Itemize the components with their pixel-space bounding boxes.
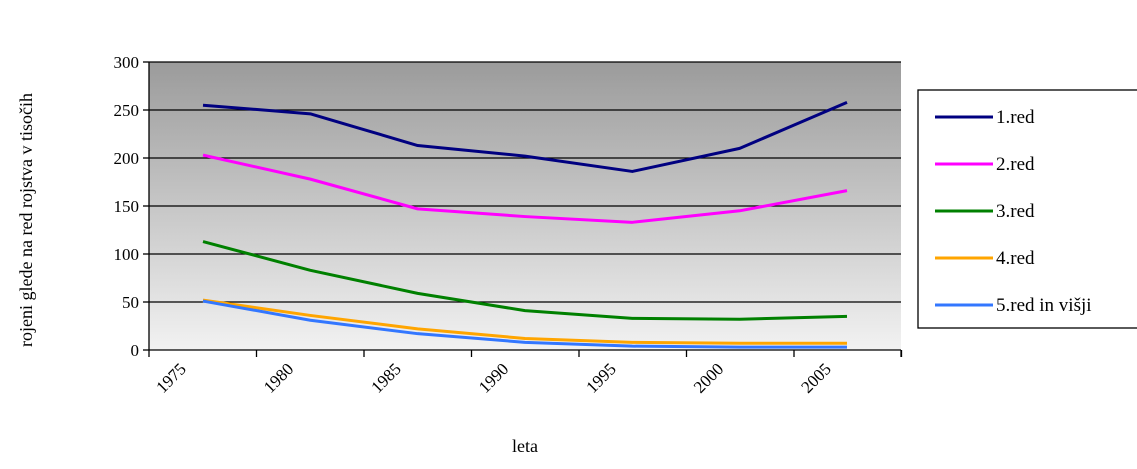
x-axis-title: leta bbox=[512, 436, 538, 456]
x-tick-label: 2005 bbox=[797, 359, 834, 396]
legend-label: 5.red in višji bbox=[996, 295, 1092, 316]
y-tick-label: 100 bbox=[114, 245, 140, 264]
legend-label: 4.red bbox=[996, 248, 1035, 269]
y-axis-title: rojeni glede na red rojstva v tisočih bbox=[16, 93, 36, 347]
x-tick-label: 2000 bbox=[690, 359, 727, 396]
series-line-5 bbox=[202, 299, 847, 349]
y-tick-label: 200 bbox=[114, 149, 140, 168]
series-line-3 bbox=[202, 240, 848, 321]
x-tick-label: 1980 bbox=[260, 359, 297, 396]
legend-label: 1.red bbox=[996, 107, 1035, 128]
y-tick-label: 300 bbox=[114, 53, 140, 72]
y-tick-label: 150 bbox=[114, 197, 140, 216]
x-tick-label: 1985 bbox=[367, 359, 404, 396]
series-line-4 bbox=[202, 298, 847, 345]
x-tick-label: 1975 bbox=[152, 359, 189, 396]
series-line-1 bbox=[202, 100, 848, 173]
legend: 1.red 2.red 3.red 4.red 5.red in višji bbox=[917, 89, 1137, 329]
legend-box bbox=[917, 89, 1137, 329]
x-tick-label: 1995 bbox=[582, 359, 619, 396]
x-tick-label: 1990 bbox=[475, 359, 512, 396]
y-tick-label: 0 bbox=[131, 341, 140, 360]
series-line-2 bbox=[202, 153, 848, 224]
y-tick-label: 250 bbox=[114, 101, 140, 120]
legend-label: 2.red bbox=[996, 154, 1035, 175]
y-tick-label: 50 bbox=[122, 293, 139, 312]
legend-label: 3.red bbox=[996, 201, 1035, 222]
